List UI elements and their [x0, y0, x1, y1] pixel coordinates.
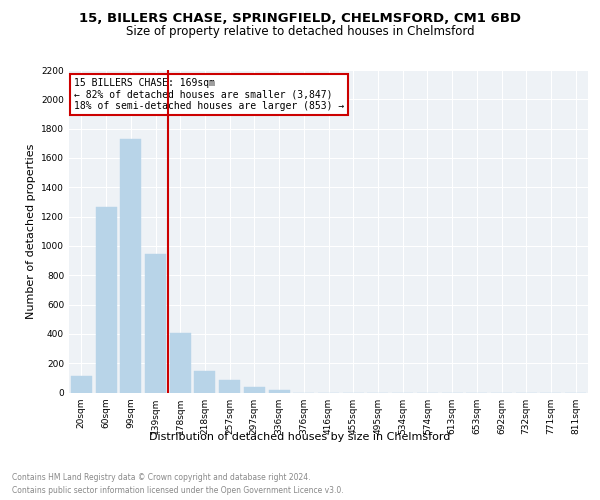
Bar — [219, 380, 240, 392]
Text: Contains HM Land Registry data © Crown copyright and database right 2024.: Contains HM Land Registry data © Crown c… — [12, 472, 311, 482]
Text: Distribution of detached houses by size in Chelmsford: Distribution of detached houses by size … — [149, 432, 451, 442]
Bar — [244, 386, 265, 392]
Bar — [71, 376, 92, 392]
Bar — [170, 333, 191, 392]
Bar — [194, 371, 215, 392]
Bar — [269, 390, 290, 392]
Text: Size of property relative to detached houses in Chelmsford: Size of property relative to detached ho… — [125, 25, 475, 38]
Bar — [120, 139, 141, 392]
Bar — [145, 254, 166, 392]
Y-axis label: Number of detached properties: Number of detached properties — [26, 144, 35, 319]
Text: Contains public sector information licensed under the Open Government Licence v3: Contains public sector information licen… — [12, 486, 344, 495]
Text: 15, BILLERS CHASE, SPRINGFIELD, CHELMSFORD, CM1 6BD: 15, BILLERS CHASE, SPRINGFIELD, CHELMSFO… — [79, 12, 521, 26]
Bar — [95, 207, 116, 392]
Text: 15 BILLERS CHASE: 169sqm
← 82% of detached houses are smaller (3,847)
18% of sem: 15 BILLERS CHASE: 169sqm ← 82% of detach… — [74, 78, 344, 112]
